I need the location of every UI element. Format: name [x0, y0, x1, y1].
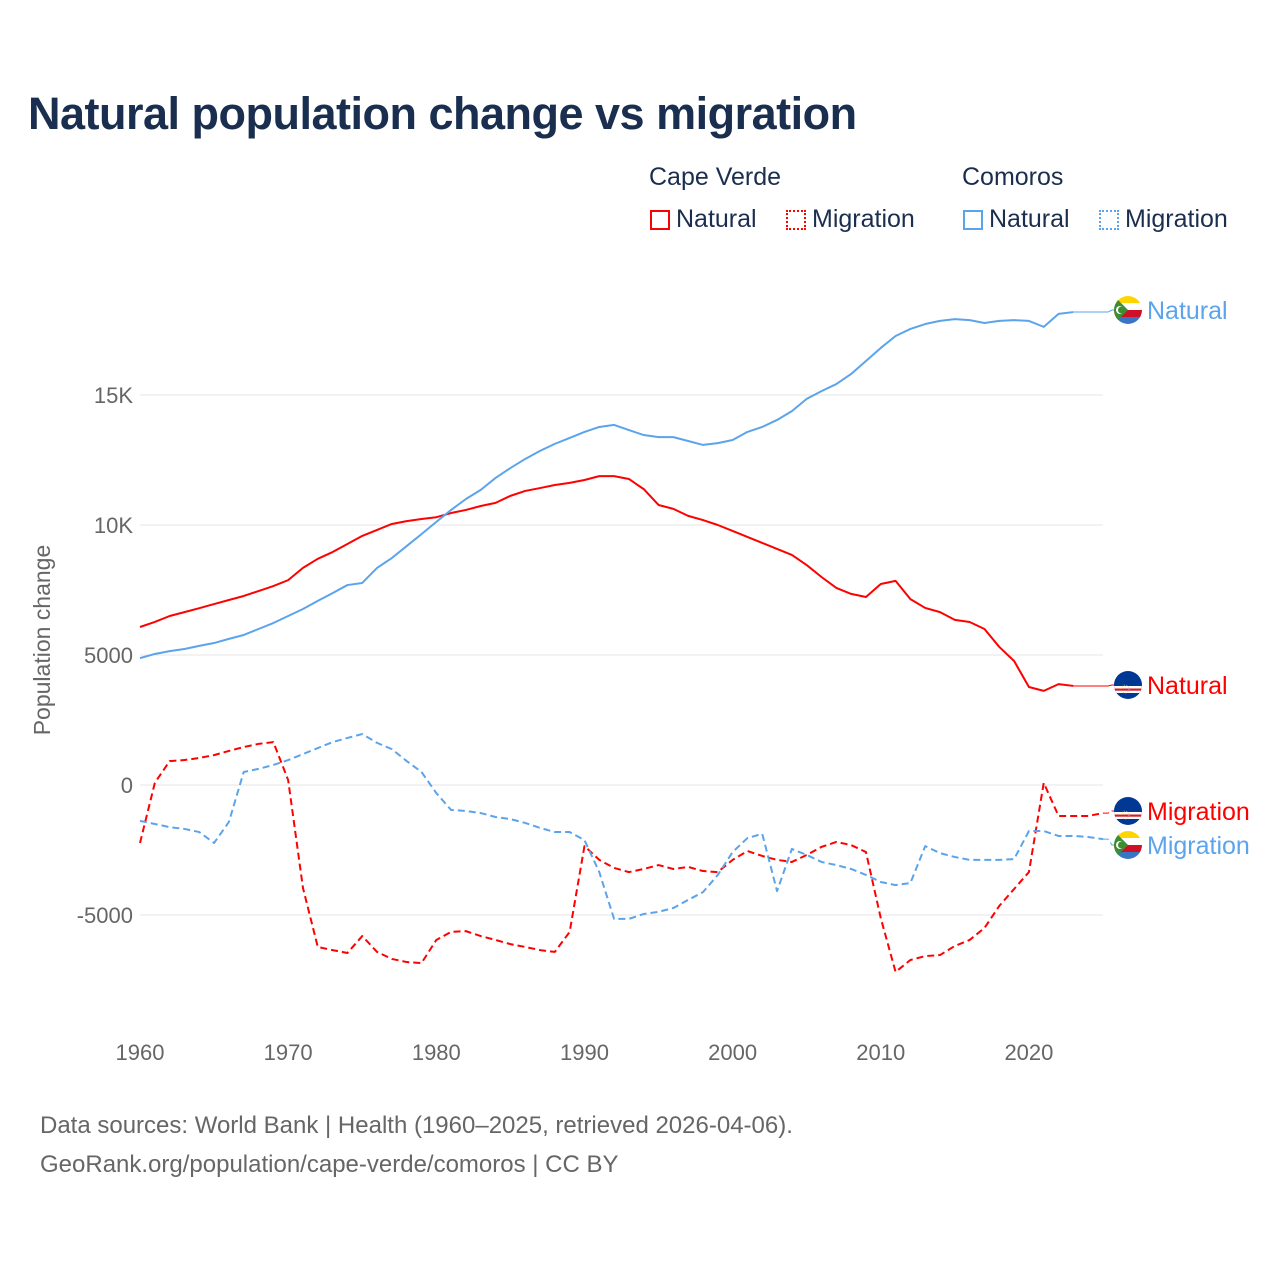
x-tick-label: 2000 [708, 1040, 757, 1065]
legend-swatch [650, 209, 670, 230]
footer-link[interactable]: GeoRank.org/population/cape-verde/comoro… [40, 1151, 619, 1178]
legend-swatch [786, 209, 806, 230]
series-line-comoros-natural[interactable] [139, 311, 1074, 660]
comoros-flag-icon [1114, 831, 1142, 859]
x-tick-label: 1980 [412, 1040, 461, 1065]
x-tick-label: 1990 [560, 1040, 609, 1065]
y-tick-label: 10K [94, 513, 133, 538]
end-connector [1073, 309, 1114, 313]
footer: Data sources: World Bank | Health (1960–… [40, 1106, 793, 1184]
end-connector [1103, 838, 1114, 846]
footer-sources: Data sources: World Bank | Health (1960–… [40, 1112, 793, 1139]
legend-label: Natural [989, 205, 1070, 233]
end-connector [1103, 810, 1114, 814]
chart-title: Natural population change vs migration [28, 88, 857, 139]
end-connector [1073, 684, 1114, 687]
legend-group-comoros: Comoros [962, 163, 1064, 191]
x-tick-label: 1970 [264, 1040, 313, 1065]
legend-label: Migration [812, 205, 915, 233]
y-axis-label: Population change [29, 545, 55, 736]
y-tick-label: 5000 [84, 643, 133, 668]
legend-cape-verde-migration[interactable]: Migration [786, 205, 915, 234]
cape-verde-flag-icon [1114, 671, 1142, 699]
end-label: Migration [1147, 832, 1250, 860]
legend-cape-verde-natural[interactable]: Natural [650, 205, 757, 234]
end-label: Migration [1147, 798, 1250, 826]
legend-comoros-migration[interactable]: Migration [1099, 205, 1228, 234]
cape-verde-flag-icon [1114, 797, 1142, 825]
legend-group-cape-verde: Cape Verde [649, 163, 782, 191]
legend-comoros-natural[interactable]: Natural [963, 205, 1070, 234]
y-tick-label: 15K [94, 383, 133, 408]
x-tick-label: 2010 [856, 1040, 905, 1065]
legend-label: Migration [1125, 205, 1228, 233]
legend-swatch [1099, 209, 1119, 230]
y-tick-label: 0 [121, 773, 133, 798]
comoros-flag-icon [1114, 296, 1142, 324]
series-line-cape-verde-natural[interactable] [139, 475, 1074, 692]
legend-label: Natural [676, 205, 757, 233]
series-line-cape-verde-migration[interactable] [139, 741, 1104, 973]
legend-swatch [963, 209, 983, 230]
end-label: Natural [1147, 672, 1228, 700]
y-tick-label: -5000 [77, 903, 133, 928]
end-label: Natural [1147, 297, 1228, 325]
x-tick-label: 1960 [116, 1040, 165, 1065]
x-tick-label: 2020 [1004, 1040, 1053, 1065]
series-line-comoros-migration[interactable] [139, 733, 1104, 920]
